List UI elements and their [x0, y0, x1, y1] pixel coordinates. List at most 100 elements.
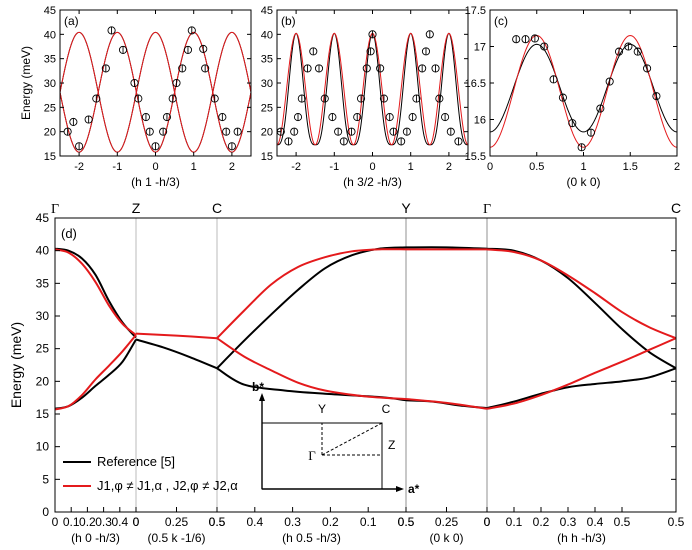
x-tick-label: 1 — [580, 161, 586, 173]
inset-a-label: a* — [408, 482, 420, 496]
data-point — [652, 92, 661, 101]
x-tick-label: 1.5 — [623, 161, 638, 173]
data-point — [540, 42, 549, 51]
high-symmetry-label: C — [212, 200, 222, 216]
data-point — [614, 47, 624, 56]
x-tick-label: 0.3 — [284, 515, 301, 529]
x-tick-label: 0.5 — [398, 515, 415, 529]
y-tick-label: 25 — [261, 102, 273, 114]
y-tick-label: 15 — [261, 151, 273, 163]
data-point — [425, 30, 434, 39]
data-point — [624, 42, 633, 51]
x-tick-label: 0.2 — [79, 515, 96, 529]
data-point — [397, 137, 406, 146]
x-tick-label: 0 — [133, 515, 140, 529]
x-tick-label: 0 — [133, 515, 140, 529]
data-point — [549, 75, 558, 84]
high-symmetry-label: C — [671, 200, 681, 216]
x-tick-label: 0.5 — [614, 515, 631, 529]
y-tick-label: 20 — [44, 127, 56, 139]
data-point — [101, 64, 110, 73]
dispersion-branch-modified-3 — [216, 337, 407, 400]
x-tick-label: -2 — [74, 161, 84, 173]
y-tick-label: 35 — [261, 54, 273, 66]
segment-label: (0.5 k -1/6) — [147, 531, 205, 545]
data-point — [92, 94, 101, 103]
panel-c: 0 0.5 1 1.5 2 15.5 16 16.5 17 17.5 (c) (0 k 0) — [465, 5, 680, 189]
x-tick-label: 0.5 — [398, 515, 415, 529]
x-axis-label: (h 3/2 -h/3) — [343, 175, 402, 189]
data-point — [368, 30, 377, 39]
y-tick-label: 35 — [36, 276, 50, 290]
data-point — [145, 127, 154, 136]
y-tick-label: 40 — [44, 29, 56, 41]
data-point — [201, 64, 210, 73]
data-point — [168, 94, 177, 103]
series-line-modified-1 — [60, 31, 251, 153]
data-point — [418, 64, 427, 73]
y-tick-label: 40 — [36, 244, 50, 258]
y-tick-label: 16 — [474, 115, 486, 127]
data-point — [183, 45, 193, 54]
y-tick-label: 45 — [44, 5, 56, 17]
x-tick-label: 0.25 — [165, 515, 189, 529]
dispersion-branch-modified-5 — [405, 397, 488, 410]
data-point — [222, 127, 231, 136]
series-line-reference-0 — [490, 43, 677, 133]
y-tick-label: 0 — [42, 505, 49, 519]
y-axis-label: Energy (meV) — [19, 46, 33, 120]
data-point — [334, 127, 343, 136]
y-tick-label: 45 — [36, 211, 50, 225]
data-point — [290, 127, 299, 136]
legend: Reference [5] J1,φ ≠ J1,α , J2,φ ≠ J2,α — [63, 454, 238, 493]
data-point — [568, 119, 577, 128]
high-symmetry-label: Y — [401, 200, 411, 216]
y-tick-label: 17.5 — [465, 5, 486, 17]
high-symmetry-label: Z — [132, 200, 141, 216]
panel-label: (a) — [64, 14, 79, 28]
x-axis-label: (h 1 -h/3) — [131, 175, 180, 189]
data-point — [218, 113, 227, 122]
x-tick-label: 2 — [446, 161, 452, 173]
x-tick-label: 1 — [408, 161, 414, 173]
data-point — [303, 64, 312, 73]
data-point — [353, 113, 362, 122]
data-point — [107, 26, 116, 35]
y-tick-label: 10 — [36, 440, 50, 454]
inset-label-y: Y — [318, 402, 326, 416]
data-point — [408, 113, 417, 122]
data-point — [328, 113, 337, 122]
data-point — [356, 94, 366, 103]
axes-frame — [489, 9, 678, 157]
data-point — [605, 77, 614, 86]
series-line-modified-0 — [277, 32, 468, 146]
data-point — [521, 35, 530, 44]
y-tick-label: 30 — [261, 78, 273, 90]
data-point — [376, 64, 385, 73]
data-point — [362, 64, 371, 73]
data-point — [187, 26, 196, 35]
inset: b* a* Y C Γ Z — [252, 380, 420, 496]
x-tick-label: 0.1 — [63, 515, 80, 529]
data-point — [633, 47, 642, 56]
data-point — [421, 47, 431, 56]
y-tick-label: 30 — [44, 78, 56, 90]
high-symmetry-label: Γ — [483, 202, 491, 217]
data-point — [84, 115, 93, 124]
data-point — [577, 143, 586, 152]
data-point — [446, 127, 455, 136]
x-tick-label: -2 — [291, 161, 301, 173]
data-point — [435, 94, 444, 103]
y-tick-label: 5 — [42, 472, 49, 486]
data-point — [596, 104, 605, 113]
x-tick-label: 0.3 — [95, 515, 112, 529]
x-tick-label: 0.4 — [246, 515, 263, 529]
data-point — [402, 127, 411, 136]
data-point — [366, 47, 375, 56]
y-tick-label: 25 — [44, 102, 56, 114]
data-point — [199, 44, 208, 53]
data-point — [339, 137, 348, 146]
dispersion-branch-modified-0 — [55, 248, 137, 336]
data-point — [558, 93, 567, 102]
data-point — [134, 94, 143, 103]
